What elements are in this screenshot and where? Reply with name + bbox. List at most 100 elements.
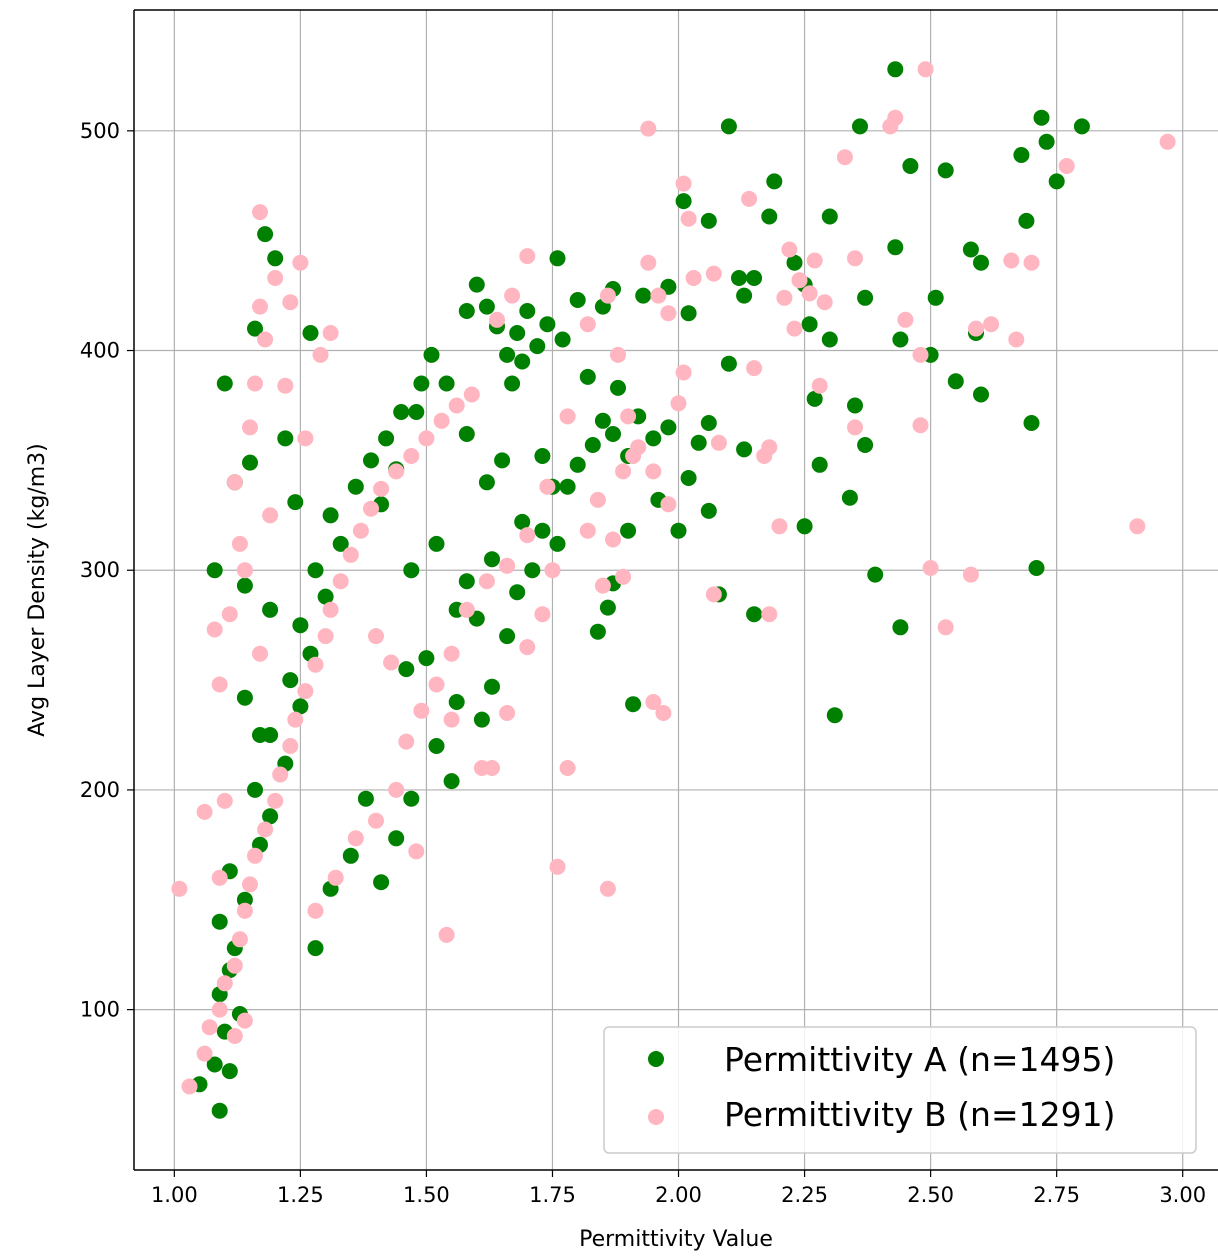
data-point: [746, 360, 763, 377]
data-point: [423, 346, 440, 363]
data-point: [811, 456, 828, 473]
data-point: [620, 408, 637, 425]
data-point: [680, 210, 697, 227]
data-point: [781, 241, 798, 258]
data-point: [1008, 331, 1025, 348]
ticks: 1.00 1.25 1.50 1.75 2.00 2.25 2.50 2.75 3.00 100 2…: [80, 119, 1206, 1207]
data-point: [625, 696, 642, 713]
legend-label-a: Permittivity A (n=1495): [724, 1040, 1115, 1079]
data-point: [610, 346, 626, 363]
data-point: [731, 270, 747, 286]
data-point: [342, 546, 359, 563]
data-point: [504, 375, 521, 392]
data-point: [700, 415, 717, 431]
data-point: [438, 926, 455, 943]
data-point: [252, 727, 268, 743]
data-point: [1018, 212, 1035, 229]
data-point: [247, 320, 263, 337]
data-point: [927, 289, 944, 306]
legend: Permittivity A (n=1495) Permittivity B (…: [603, 1026, 1197, 1154]
data-point: [615, 568, 632, 585]
data-point: [363, 452, 379, 469]
y-axis-label: Avg Layer Density (kg/m3): [25, 443, 50, 736]
data-point: [514, 513, 531, 530]
data-point: [801, 316, 818, 333]
data-point: [700, 212, 717, 229]
data-point: [791, 272, 808, 289]
data-point: [1058, 158, 1075, 174]
data-point: [589, 491, 606, 508]
data-point: [852, 118, 868, 135]
data-point: [670, 522, 687, 539]
data-point: [499, 705, 516, 721]
data-point: [922, 560, 939, 576]
data-point: [373, 874, 390, 891]
data-point: [398, 733, 415, 750]
data-point: [917, 61, 934, 78]
data-point: [720, 355, 737, 372]
data-point: [458, 601, 475, 618]
x-tick-label: 2.25: [781, 1183, 828, 1207]
data-point: [262, 808, 279, 825]
data-point: [973, 254, 989, 271]
data-point: [509, 584, 526, 601]
data-point: [388, 463, 405, 480]
data-point: [322, 507, 339, 524]
data-point: [821, 331, 838, 348]
x-tick-label: 2.00: [655, 1183, 702, 1207]
data-point: [236, 689, 253, 706]
data-point: [282, 738, 299, 754]
data-point: [221, 606, 238, 623]
data-point: [534, 448, 551, 464]
data-point: [499, 346, 516, 363]
x-tick-label: 2.50: [907, 1183, 954, 1207]
x-tick-label: 3.00: [1159, 1183, 1206, 1207]
data-point: [403, 790, 420, 807]
data-point: [710, 434, 727, 451]
data-point: [746, 606, 763, 623]
data-point: [771, 518, 788, 535]
data-point: [499, 557, 516, 574]
data-point: [443, 645, 460, 662]
x-tick-label: 2.75: [1033, 1183, 1080, 1207]
data-point: [287, 494, 304, 511]
data-point: [352, 522, 369, 539]
data-point: [599, 599, 616, 616]
data-point: [610, 379, 626, 396]
data-point: [1003, 252, 1020, 269]
y-tick-label: 300: [80, 558, 120, 582]
data-point: [549, 250, 566, 267]
data-point: [594, 412, 611, 429]
data-point: [700, 502, 717, 519]
data-point: [645, 430, 662, 447]
data-point: [368, 812, 384, 829]
data-point: [236, 1012, 253, 1029]
data-point: [272, 766, 289, 783]
data-point: [514, 353, 531, 370]
data-point: [983, 316, 1000, 333]
data-point: [801, 285, 818, 302]
legend-label-b: Permittivity B (n=1291): [724, 1095, 1115, 1134]
data-point: [413, 702, 430, 719]
data-point: [786, 320, 803, 337]
data-point: [317, 628, 334, 645]
data-point: [519, 303, 536, 319]
data-point: [720, 118, 737, 135]
data-point: [236, 891, 253, 908]
data-point: [448, 397, 465, 414]
data-point: [201, 1019, 218, 1036]
data-point: [398, 661, 415, 678]
x-axis-label: Permittivity Value: [579, 1227, 773, 1252]
data-point: [973, 386, 989, 403]
data-point: [968, 320, 984, 337]
data-point: [342, 847, 359, 864]
data-point: [388, 781, 405, 798]
data-point: [761, 208, 778, 225]
data-point: [741, 190, 758, 207]
data-point: [524, 562, 541, 579]
data-point: [1013, 147, 1030, 163]
data-point: [559, 478, 576, 495]
data-point: [857, 289, 874, 306]
data-point: [962, 566, 979, 583]
data-point: [605, 531, 621, 548]
